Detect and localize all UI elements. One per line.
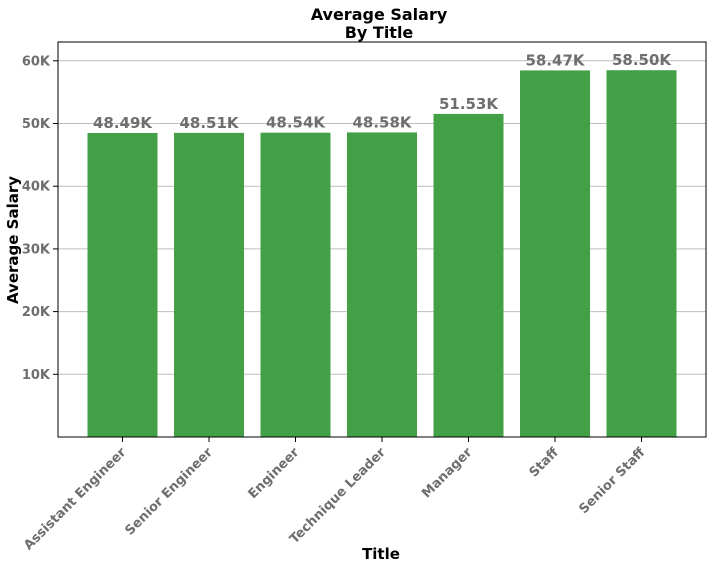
- bar: [260, 132, 331, 437]
- bar: [606, 70, 677, 437]
- x-tick-label: Assistant Engineer: [21, 445, 130, 554]
- chart-title-line-2: By Title: [345, 23, 414, 42]
- bar-value-label: 48.49K: [93, 114, 153, 132]
- x-axis-label: Title: [362, 545, 400, 563]
- chart-title-line-1: Average Salary: [311, 5, 448, 24]
- bar: [87, 132, 158, 437]
- bar-value-label: 48.58K: [352, 113, 412, 131]
- x-tick-label: Manager: [419, 445, 475, 501]
- y-tick-label: 50K: [22, 117, 51, 132]
- bar-value-label: 51.53K: [439, 95, 499, 113]
- y-axis-ticks: 10K 20K 30K 40K 50K 60K: [22, 54, 58, 383]
- y-tick-label: 10K: [22, 368, 51, 383]
- bar: [174, 132, 244, 437]
- y-tick-label: 20K: [22, 305, 51, 320]
- bars: [87, 70, 677, 438]
- bar-value-label: 48.51K: [179, 114, 239, 132]
- bar: [347, 132, 417, 437]
- bar-value-label: 48.54K: [266, 114, 326, 132]
- y-axis-label: Average Salary: [4, 176, 22, 304]
- x-tick-label: Engineer: [246, 445, 303, 502]
- bar-value-label: 58.50K: [612, 51, 672, 69]
- y-tick-label: 30K: [22, 242, 51, 257]
- bar: [433, 113, 504, 438]
- bar-value-label: 58.47K: [525, 51, 585, 69]
- x-tick-label: Technique Leader: [287, 445, 389, 547]
- x-tick-label: Staff: [527, 445, 563, 481]
- x-tick-label: Senior Engineer: [123, 445, 217, 539]
- y-tick-label: 60K: [22, 54, 51, 69]
- bar: [520, 70, 590, 438]
- data-labels: 48.49K 48.51K 48.54K 48.58K 51.53K 58.47K 58.5…: [93, 51, 672, 132]
- x-tick-label: Senior Staff: [576, 445, 648, 517]
- plot-frame: [57, 41, 707, 438]
- y-tick-label: 40K: [22, 180, 51, 195]
